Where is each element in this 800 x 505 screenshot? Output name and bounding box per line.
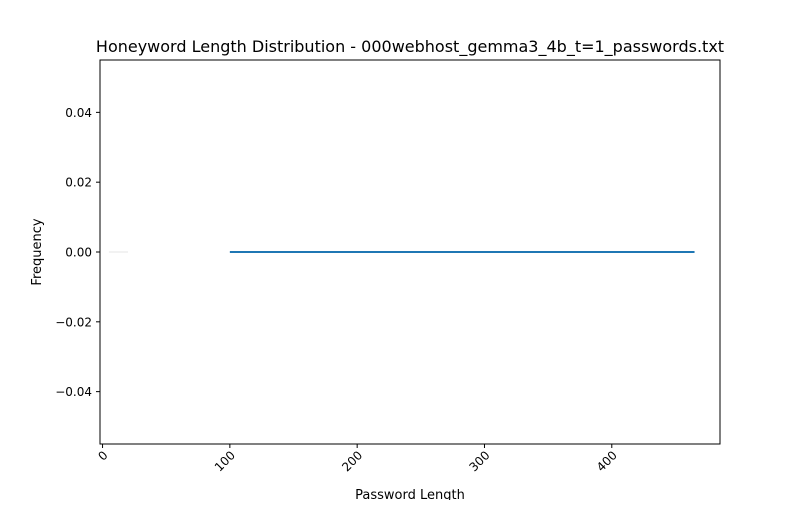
y-tick-label: −0.04 [55, 385, 92, 399]
chart-title: Honeyword Length Distribution - 000webho… [96, 37, 724, 57]
y-axis-label: Frequency [30, 218, 45, 285]
y-tick-label: 0.04 [65, 106, 92, 120]
y-tick-label: 0.02 [65, 176, 92, 190]
x-tick-label: 200 [339, 448, 365, 474]
x-axis: 0 100 200 300 400 [95, 444, 620, 474]
x-tick-label: 300 [467, 448, 493, 474]
y-axis: −0.04 −0.02 0.00 0.02 0.04 [55, 106, 100, 399]
x-tick-label: 400 [594, 448, 620, 474]
y-tick-label: 0.00 [65, 246, 92, 260]
y-tick-label: −0.02 [55, 315, 92, 329]
x-tick-label: 0 [95, 448, 110, 463]
x-tick-label: 100 [212, 448, 238, 474]
x-axis-label: Password Length [355, 488, 465, 500]
